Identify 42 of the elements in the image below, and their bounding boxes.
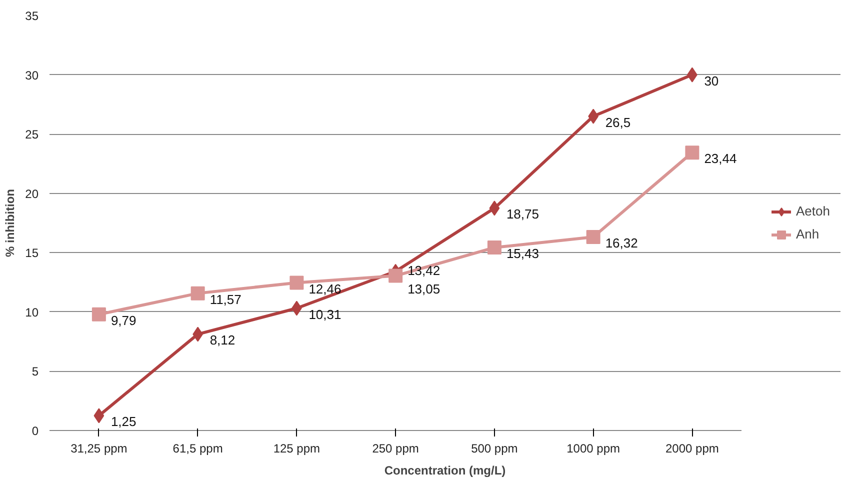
data-label: 26,5	[605, 114, 631, 130]
point	[685, 146, 700, 160]
y-tick-label: 0	[32, 424, 39, 438]
data-label: 10,31	[308, 306, 342, 322]
point	[94, 408, 104, 424]
data-label: 11,57	[210, 292, 242, 307]
point	[92, 307, 106, 322]
x-tick-label: 1000 ppm	[566, 442, 620, 456]
point	[487, 240, 502, 255]
legend-label: Anh	[796, 226, 820, 242]
point	[586, 230, 600, 244]
data-label: 23,44	[704, 151, 737, 166]
y-tick-label: 10	[25, 305, 39, 320]
x-axis-title: Concentration (mg/L)	[384, 464, 506, 478]
y-axis-title: % inhibition	[3, 188, 18, 257]
data-label: 8,12	[210, 332, 236, 348]
x-tick-label: 61,5 ppm	[172, 442, 223, 456]
data-label: 9,79	[110, 312, 136, 328]
x-tick-label: 250 ppm	[372, 442, 419, 456]
point	[290, 276, 304, 290]
x-tick-label: 125 ppm	[273, 442, 320, 456]
y-tick-label: 15	[25, 246, 39, 260]
y-tick-label: 5	[32, 364, 39, 379]
y-tick-label: 25	[25, 128, 39, 142]
y-tick-label: 35	[25, 9, 39, 23]
data-label: 1,25	[110, 414, 136, 430]
data-label: 16,32	[605, 235, 638, 250]
data-label: 13,42	[408, 262, 440, 278]
data-label: 18,75	[506, 206, 539, 222]
data-label: 30	[704, 73, 719, 88]
x-tick-label: 31,25 ppm	[70, 442, 128, 456]
point	[489, 200, 500, 216]
data-label: 13,05	[408, 281, 440, 296]
y-tick-label: 20	[25, 186, 39, 201]
data-label: 12,46	[308, 281, 342, 296]
point	[190, 286, 205, 300]
legend-label: Aetoh	[796, 204, 830, 218]
data-label: 15,43	[506, 246, 539, 262]
y-tick-label: 30	[25, 68, 39, 82]
x-tick-label: 500 ppm	[471, 442, 518, 456]
x-tick-label: 2000 ppm	[666, 442, 719, 456]
point	[388, 268, 403, 283]
